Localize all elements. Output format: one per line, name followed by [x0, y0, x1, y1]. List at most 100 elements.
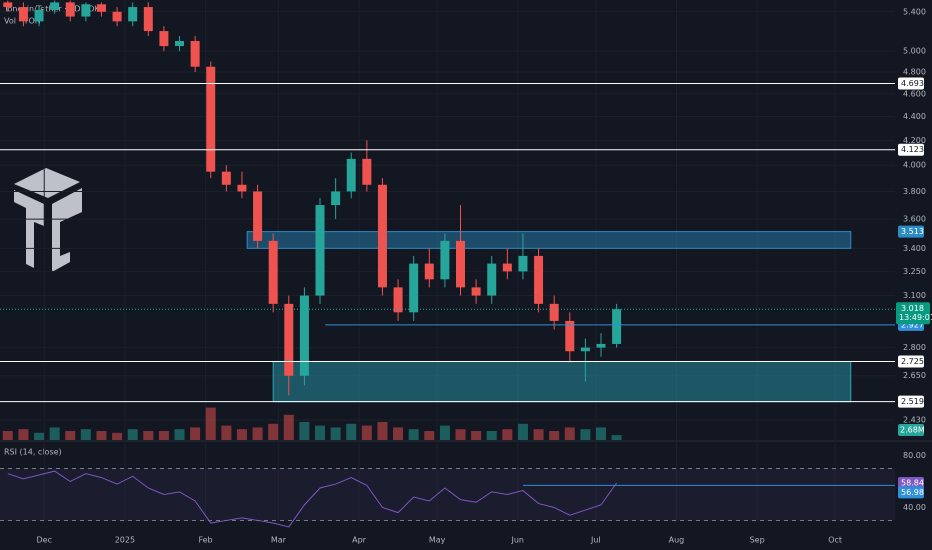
- level-label-bg: [898, 77, 924, 90]
- y-tick-label: 2.800: [903, 343, 926, 352]
- level-label-bg: [898, 395, 924, 408]
- x-tick-label: Apr: [352, 536, 367, 545]
- rsi-title: RSI (14, close): [4, 448, 62, 457]
- candle-body: [487, 263, 497, 296]
- rsi-line-label: 56.98: [901, 488, 924, 497]
- candle-body: [175, 41, 185, 47]
- x-tick-label: Aug: [669, 536, 685, 545]
- volume-bar: [18, 429, 29, 440]
- logo-top: [14, 168, 80, 198]
- volume-bar: [361, 425, 372, 440]
- countdown: 13:49:01: [899, 313, 932, 322]
- candle-body: [456, 240, 466, 288]
- volume-bar: [471, 431, 482, 440]
- candle-body: [518, 255, 528, 272]
- volume-bar: [596, 427, 607, 440]
- volume-bar: [2, 431, 13, 440]
- volume-bar: [80, 429, 91, 440]
- volume-bar: [49, 427, 60, 440]
- level-label: 2.725: [901, 357, 924, 366]
- volume-bar: [127, 429, 138, 440]
- volume-bar: [439, 425, 450, 440]
- candle-body: [534, 255, 544, 304]
- candle-body: [81, 4, 91, 17]
- candle-body: [299, 295, 309, 376]
- y-tick-label: 4.400: [903, 112, 926, 121]
- level-label-bg: [898, 143, 924, 156]
- candle-body: [112, 11, 122, 22]
- volume-bar: [611, 435, 622, 440]
- candle-body: [377, 184, 387, 288]
- candle-body: [346, 158, 356, 192]
- level-label: 2.519: [901, 397, 924, 406]
- candle-body: [50, 2, 60, 10]
- rsi-tick-label: 40.00: [903, 503, 926, 512]
- y-tick-label: 3.250: [903, 267, 926, 276]
- y-tick-label: 2.650: [903, 371, 926, 380]
- candle-body: [128, 7, 138, 22]
- volume-bar: [549, 431, 560, 440]
- volume-bar: [143, 431, 154, 440]
- y-tick-label: 5.400: [903, 7, 926, 16]
- candle-body: [502, 263, 512, 272]
- level-label: 2.927: [901, 320, 924, 329]
- volume-bar: [330, 427, 341, 440]
- candle-body: [159, 31, 169, 47]
- x-tick-label: Jul: [590, 536, 601, 545]
- candle-body: [440, 240, 450, 280]
- x-tick-label: Jun: [510, 536, 524, 545]
- candle-body: [221, 171, 231, 185]
- rsi-line-bg: [898, 486, 924, 499]
- last-price-label: 3.018: [901, 304, 924, 313]
- candle-body: [268, 240, 278, 304]
- y-tick-label: 5.000: [903, 47, 926, 56]
- candle-body: [612, 309, 622, 344]
- y-tick-label: 4.000: [903, 161, 926, 170]
- level-label: 4.123: [901, 145, 924, 154]
- volume-bar: [486, 431, 497, 440]
- y-tick-label: 3.600: [903, 215, 926, 224]
- rsi-band: [0, 468, 895, 521]
- candle-body: [18, 7, 28, 22]
- candle-body: [3, 2, 13, 8]
- x-tick-label: May: [429, 536, 446, 545]
- candle-body: [65, 2, 75, 17]
- volume-bar: [283, 414, 294, 440]
- candle-body: [206, 66, 216, 172]
- candle-body: [96, 4, 106, 12]
- y-tick-label: 2.430: [903, 416, 926, 425]
- last-price-bg: [896, 302, 930, 325]
- volume-bar: [517, 423, 528, 440]
- candle-body: [409, 263, 419, 313]
- volume-bar: [174, 429, 185, 440]
- candle-body: [580, 347, 590, 352]
- volume-bar: [299, 422, 310, 440]
- level-label-bg: [898, 355, 924, 368]
- candle-body: [424, 263, 434, 280]
- zone-label: 3.513: [901, 227, 924, 236]
- candle-body: [331, 191, 341, 206]
- volume-bar: [221, 425, 232, 440]
- volume-bar: [112, 432, 123, 440]
- x-tick-label: Feb: [198, 536, 212, 545]
- candle-body: [596, 343, 606, 348]
- x-tick-label: Dec: [36, 536, 51, 545]
- x-tick-label: Sep: [750, 536, 765, 545]
- candle-body: [190, 41, 200, 67]
- candle-body: [253, 191, 263, 241]
- logo: [14, 168, 82, 272]
- y-tick-label: 4.800: [903, 68, 926, 77]
- candle-body: [565, 320, 575, 352]
- volume-bar: [533, 429, 544, 440]
- zone: [272, 360, 852, 403]
- volume-bar: [34, 432, 45, 440]
- y-tick-label: 4.600: [903, 89, 926, 98]
- candle-body: [471, 287, 481, 296]
- rsi-tick-label: 80.00: [903, 451, 926, 460]
- candle-body: [284, 303, 294, 376]
- candle-body: [549, 303, 559, 321]
- volume-bar: [236, 429, 247, 440]
- volume-label: 2.68M: [900, 426, 925, 435]
